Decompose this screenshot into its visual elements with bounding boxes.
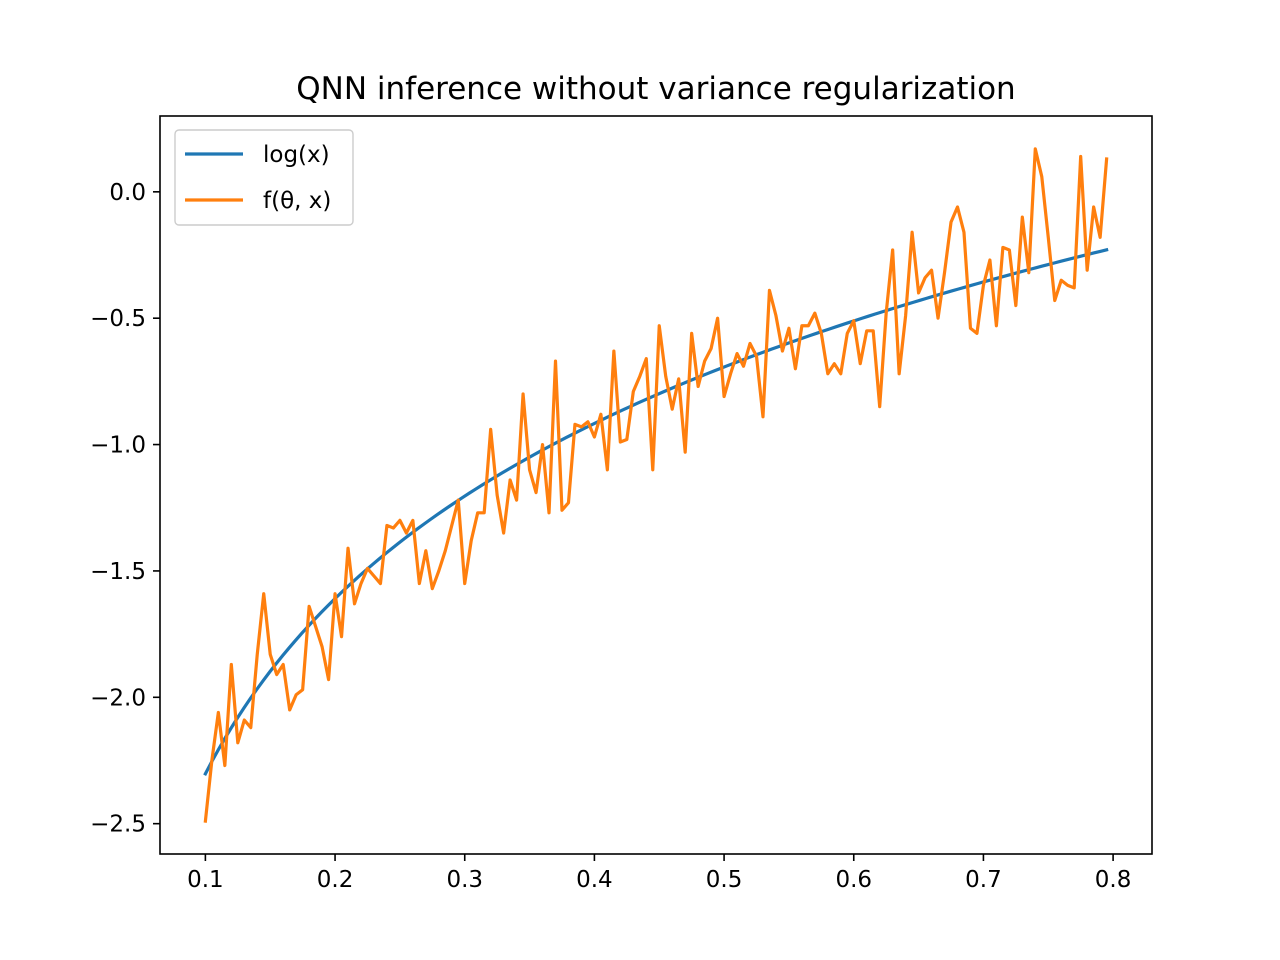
y-tick-label: −2.5: [90, 812, 146, 838]
x-tick-label: 0.7: [965, 867, 1002, 893]
chart-title: QNN inference without variance regulariz…: [296, 71, 1015, 107]
plot-lines: [203, 147, 1109, 823]
y-tick-label: −1.0: [90, 433, 146, 459]
y-tick-label: 0.0: [109, 180, 146, 206]
y-tick-label: −1.5: [90, 559, 146, 585]
y-tick-label: −0.5: [90, 306, 146, 332]
y-axis: 0.0 −0.5 −1.0 −1.5 −2.0 −2.5: [90, 180, 160, 838]
x-tick-label: 0.5: [706, 867, 743, 893]
legend: log(x) f(θ, x): [174, 129, 354, 226]
legend-label: f(θ, x): [263, 188, 331, 214]
x-tick-label: 0.2: [317, 867, 354, 893]
x-axis: 0.1 0.2 0.3 0.4 0.5 0.6 0.7 0.8: [187, 854, 1131, 893]
x-tick-label: 0.8: [1095, 867, 1132, 893]
legend-label: log(x): [263, 142, 330, 168]
axes-frame: [159, 115, 1153, 855]
x-tick-label: 0.3: [446, 867, 483, 893]
series-line-2: [203, 147, 1109, 823]
y-tick-label: −2.0: [90, 685, 146, 711]
x-tick-label: 0.6: [835, 867, 872, 893]
x-tick-label: 0.1: [187, 867, 224, 893]
x-tick-label: 0.4: [576, 867, 613, 893]
